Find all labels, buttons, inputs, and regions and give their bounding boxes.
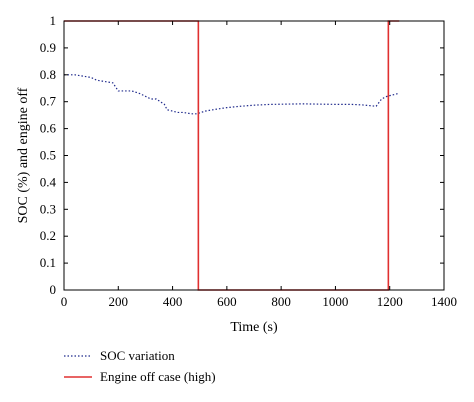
y-tick-label: 0.8	[40, 67, 56, 82]
x-tick-label: 400	[163, 294, 183, 309]
legend-engine-label: Engine off case (high)	[100, 369, 216, 384]
engine-off-series	[64, 20, 400, 291]
y-tick-label: 0.6	[40, 121, 57, 136]
y-tick-label: 0.3	[40, 201, 56, 216]
y-tick-label: 0.4	[40, 174, 57, 189]
y-tick-label: 0.2	[40, 228, 56, 243]
y-tick-label: 0.7	[40, 94, 57, 109]
engine-off-line	[64, 20, 400, 291]
y-tick-label: 0	[50, 282, 57, 297]
y-tick-label: 0.9	[40, 40, 56, 55]
legend: SOC variation Engine off case (high)	[64, 348, 216, 384]
soc-series	[64, 74, 399, 115]
x-axis-label: Time (s)	[230, 320, 278, 335]
x-tick-label: 600	[217, 294, 237, 309]
x-tick-label: 800	[271, 294, 291, 309]
y-axis-label: SOC (%) and engine off	[16, 87, 31, 223]
x-tick-label: 200	[109, 294, 129, 309]
y-axis: 0 0.1 0.2 0.3 0.4 0.5 0.6 0.7 0.8 0.9 1	[40, 13, 444, 297]
y-tick-label: 1	[50, 13, 57, 28]
y-tick-label: 0.1	[40, 255, 56, 270]
x-tick-label: 1000	[322, 294, 348, 309]
x-axis: 0 200 400 600 800 1000 1200 1400	[61, 21, 457, 309]
x-tick-label: 1200	[377, 294, 403, 309]
x-tick-label: 1400	[431, 294, 457, 309]
soc-line	[64, 74, 399, 115]
y-tick-label: 0.5	[40, 148, 56, 163]
plot-frame	[63, 20, 445, 291]
x-tick-label: 0	[61, 294, 68, 309]
legend-soc-label: SOC variation	[100, 348, 175, 363]
